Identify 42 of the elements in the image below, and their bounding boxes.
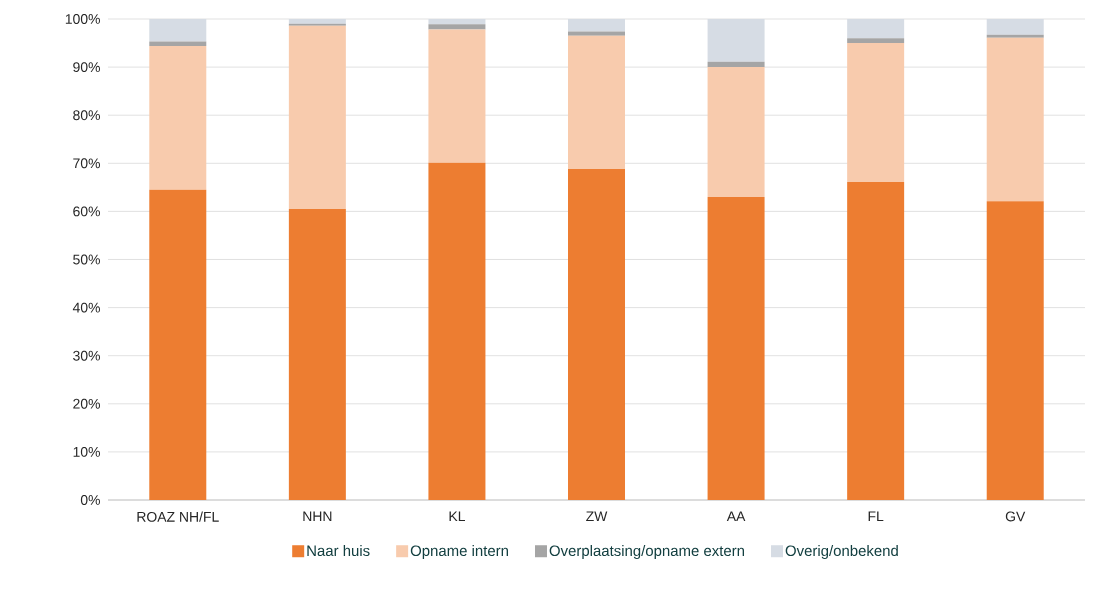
bar: [568, 35, 625, 170]
y-tick-label: 10%: [73, 446, 100, 457]
y-tick-label: 30%: [73, 350, 100, 361]
bar: [847, 38, 905, 44]
legend-label: Overig/onbekend: [785, 545, 898, 559]
x-tick-label: ROAZ NH/FL: [137, 511, 219, 522]
bar: [149, 45, 207, 190]
y-tick-label: 100%: [65, 14, 100, 24]
y-tick-label: 70%: [73, 158, 100, 169]
bar: [707, 67, 765, 197]
legend-label: Overplaatsing/opname extern: [549, 545, 745, 559]
bar: [986, 37, 1044, 202]
y-tick-label: 40%: [72, 302, 100, 313]
bar: [986, 34, 1044, 38]
x-tick-label: ZW: [586, 511, 608, 522]
bar: [149, 41, 207, 46]
y-tick-label: 60%: [73, 206, 100, 217]
y-tick-label: 80%: [73, 110, 100, 121]
bar: [428, 162, 486, 500]
bar: [428, 29, 486, 163]
legend-label: Naar huis: [307, 545, 370, 557]
bar: [847, 43, 905, 183]
bar: [568, 169, 625, 500]
x-tick-label: KL: [449, 511, 465, 522]
bar: [568, 31, 625, 36]
bar: [428, 24, 486, 30]
y-tick-label: 50%: [73, 254, 100, 265]
bar: [847, 182, 905, 500]
x-tick-label: FL: [868, 511, 884, 522]
legend-label: Opname intern: [410, 545, 508, 559]
y-tick-label: 0%: [80, 495, 100, 505]
y-tick-label: 90%: [73, 62, 100, 73]
y-tick-label: 20%: [73, 398, 100, 409]
bar: [149, 189, 207, 500]
x-tick-label: NHN: [303, 511, 332, 522]
bar: [288, 25, 346, 209]
bar: [707, 196, 765, 500]
bar: [288, 208, 346, 500]
bar: [986, 201, 1044, 500]
x-tick-label: GV: [1005, 511, 1026, 522]
x-tick-label: AA: [726, 511, 746, 522]
bar: [707, 61, 765, 68]
